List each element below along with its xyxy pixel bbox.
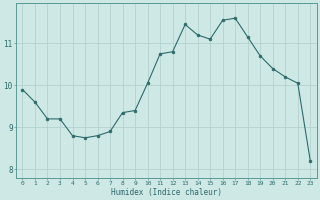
X-axis label: Humidex (Indice chaleur): Humidex (Indice chaleur) bbox=[111, 188, 222, 197]
